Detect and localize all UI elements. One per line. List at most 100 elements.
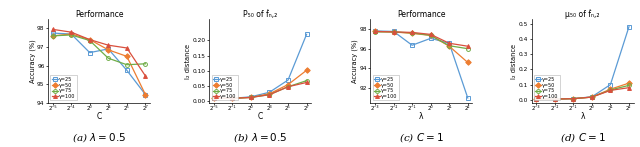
γ=100 bbox=[303, 82, 310, 83]
Line: γ=50: γ=50 bbox=[534, 81, 631, 101]
Text: (a) $\lambda = 0.5$: (a) $\lambda = 0.5$ bbox=[72, 131, 126, 144]
γ=75 bbox=[123, 64, 131, 66]
γ=25 bbox=[49, 32, 56, 34]
γ=25 bbox=[625, 26, 633, 28]
Line: γ=25: γ=25 bbox=[373, 29, 470, 100]
γ=75 bbox=[104, 57, 112, 59]
γ=100 bbox=[390, 31, 397, 33]
γ=50 bbox=[532, 98, 540, 100]
γ=75 bbox=[390, 31, 397, 33]
γ=100 bbox=[123, 47, 131, 49]
γ=75 bbox=[67, 34, 75, 36]
γ=25 bbox=[408, 44, 416, 46]
Line: γ=25: γ=25 bbox=[212, 32, 308, 100]
γ=75 bbox=[570, 98, 577, 100]
γ=50 bbox=[390, 31, 397, 33]
γ=100 bbox=[67, 31, 75, 33]
γ=100 bbox=[104, 44, 112, 46]
γ=75 bbox=[247, 97, 255, 98]
Y-axis label: Accuracy (%): Accuracy (%) bbox=[351, 39, 358, 83]
γ=100 bbox=[464, 45, 472, 47]
γ=25 bbox=[588, 96, 596, 98]
Line: γ=75: γ=75 bbox=[51, 33, 147, 67]
γ=50 bbox=[266, 93, 273, 95]
X-axis label: C: C bbox=[257, 112, 263, 121]
γ=75 bbox=[141, 63, 149, 65]
Legend: γ=25, γ=50, γ=75, γ=100: γ=25, γ=50, γ=75, γ=100 bbox=[373, 75, 399, 100]
γ=100 bbox=[284, 86, 292, 88]
γ=25 bbox=[371, 30, 379, 32]
γ=75 bbox=[228, 97, 236, 99]
γ=75 bbox=[408, 32, 416, 34]
γ=100 bbox=[625, 87, 633, 88]
Line: γ=75: γ=75 bbox=[212, 79, 308, 100]
γ=50 bbox=[303, 69, 310, 71]
γ=50 bbox=[551, 98, 559, 100]
γ=50 bbox=[141, 94, 149, 95]
γ=50 bbox=[284, 84, 292, 86]
γ=100 bbox=[247, 97, 255, 98]
γ=50 bbox=[123, 55, 131, 57]
γ=75 bbox=[371, 31, 379, 33]
γ=75 bbox=[464, 48, 472, 50]
γ=100 bbox=[371, 31, 379, 32]
Legend: γ=25, γ=50, γ=75, γ=100: γ=25, γ=50, γ=75, γ=100 bbox=[212, 75, 237, 100]
γ=100 bbox=[86, 39, 93, 40]
γ=75 bbox=[445, 45, 453, 47]
γ=25 bbox=[532, 98, 540, 100]
γ=50 bbox=[104, 49, 112, 51]
Title: Performance: Performance bbox=[75, 10, 124, 19]
Y-axis label: l₂ distance: l₂ distance bbox=[185, 44, 191, 78]
γ=50 bbox=[228, 97, 236, 99]
Line: γ=100: γ=100 bbox=[212, 81, 308, 100]
Line: γ=50: γ=50 bbox=[212, 68, 308, 100]
γ=100 bbox=[210, 97, 218, 99]
Text: (d) $C = 1$: (d) $C = 1$ bbox=[560, 131, 605, 144]
γ=50 bbox=[86, 39, 93, 40]
Title: μ₅₀ of ḟₙ,₂: μ₅₀ of ḟₙ,₂ bbox=[565, 9, 600, 19]
γ=50 bbox=[247, 97, 255, 98]
γ=100 bbox=[445, 42, 453, 44]
γ=50 bbox=[588, 96, 596, 98]
γ=75 bbox=[210, 97, 218, 99]
Line: γ=75: γ=75 bbox=[373, 30, 470, 51]
γ=100 bbox=[228, 97, 236, 99]
γ=25 bbox=[303, 34, 310, 35]
γ=50 bbox=[49, 35, 56, 37]
γ=25 bbox=[210, 97, 218, 99]
γ=75 bbox=[284, 86, 292, 88]
Legend: γ=25, γ=50, γ=75, γ=100: γ=25, γ=50, γ=75, γ=100 bbox=[534, 75, 560, 100]
γ=50 bbox=[625, 82, 633, 84]
X-axis label: C: C bbox=[97, 112, 102, 121]
γ=25 bbox=[390, 31, 397, 32]
γ=50 bbox=[570, 98, 577, 100]
γ=50 bbox=[464, 62, 472, 63]
γ=75 bbox=[427, 35, 435, 36]
γ=50 bbox=[67, 33, 75, 35]
γ=75 bbox=[86, 40, 93, 41]
γ=50 bbox=[408, 32, 416, 34]
γ=25 bbox=[67, 33, 75, 35]
γ=75 bbox=[607, 89, 614, 91]
γ=25 bbox=[86, 52, 93, 54]
γ=100 bbox=[607, 90, 614, 91]
γ=75 bbox=[588, 96, 596, 98]
γ=75 bbox=[303, 80, 310, 82]
γ=25 bbox=[607, 84, 614, 86]
γ=25 bbox=[427, 37, 435, 39]
γ=100 bbox=[427, 34, 435, 35]
γ=25 bbox=[123, 69, 131, 71]
Line: γ=50: γ=50 bbox=[51, 32, 147, 96]
γ=25 bbox=[104, 48, 112, 50]
γ=25 bbox=[551, 98, 559, 100]
γ=100 bbox=[570, 98, 577, 100]
γ=50 bbox=[607, 88, 614, 90]
γ=100 bbox=[551, 98, 559, 100]
Title: P₅₀ of ḟₙ,₂: P₅₀ of ḟₙ,₂ bbox=[243, 10, 277, 19]
Line: γ=75: γ=75 bbox=[534, 83, 631, 101]
Legend: γ=25, γ=50, γ=75, γ=100: γ=25, γ=50, γ=75, γ=100 bbox=[51, 75, 77, 100]
γ=100 bbox=[532, 98, 540, 100]
Text: (b) $\lambda = 0.5$: (b) $\lambda = 0.5$ bbox=[233, 131, 287, 144]
γ=75 bbox=[625, 85, 633, 86]
γ=75 bbox=[49, 35, 56, 37]
